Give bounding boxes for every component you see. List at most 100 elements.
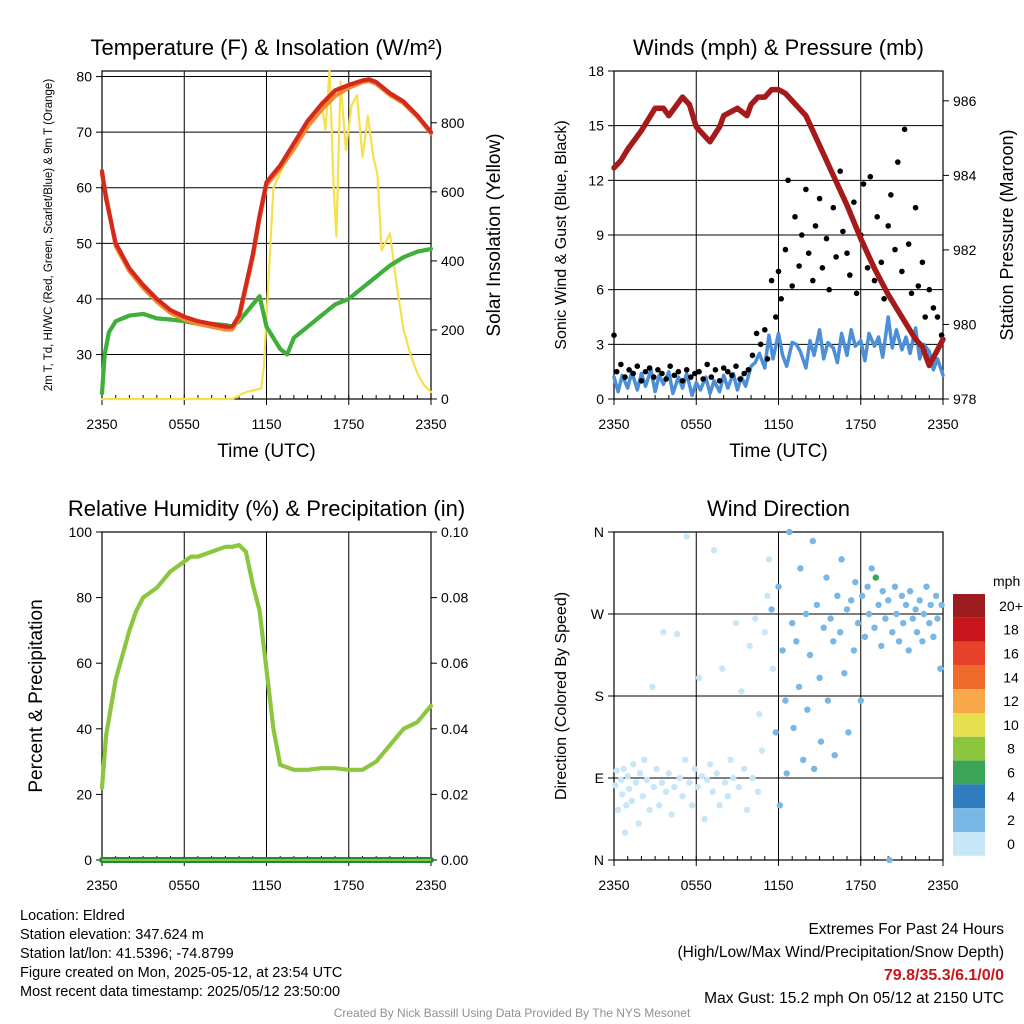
gust-point: [611, 332, 617, 339]
colorbar-label: 16: [1003, 646, 1019, 662]
x-tick-label: 1750: [333, 416, 364, 432]
colorbar-label: 18: [1003, 622, 1019, 638]
direction-point: [841, 670, 848, 677]
y-tick-label: N: [594, 852, 604, 868]
y-tick-label: W: [591, 606, 605, 622]
y-tick-label: 50: [76, 235, 92, 251]
direction-point: [701, 815, 708, 823]
gust-point: [878, 259, 885, 266]
gust-point: [634, 363, 641, 370]
direction-point: [656, 802, 663, 809]
y-tick-label: 6: [596, 282, 604, 298]
y-tick-label: 60: [76, 655, 92, 671]
direction-point: [682, 756, 689, 763]
gust-point: [712, 367, 719, 373]
gust-point: [816, 195, 823, 202]
direction-point: [738, 688, 745, 695]
extremes-title: Extremes For Past 24 Hours: [808, 921, 1004, 938]
direction-point: [764, 592, 771, 599]
direction-point: [619, 791, 626, 798]
gust-point: [638, 378, 645, 384]
direction-point: [861, 633, 869, 640]
chart-title: Wind Direction: [707, 496, 850, 521]
direction-point: [831, 752, 838, 759]
direction-point: [786, 528, 793, 536]
direction-point: [649, 683, 656, 691]
direction-point: [782, 697, 789, 704]
direction-point: [885, 597, 892, 604]
y-tick-label: 60: [76, 180, 92, 196]
panel-winds: 2350 0550 1150 1750 2350 Winds (mph) & Pressu…: [553, 35, 1017, 462]
direction-point: [683, 533, 690, 540]
x-tick-label: 2350: [86, 416, 117, 432]
y-right-tick-label: 982: [953, 242, 977, 258]
colorbar-label: 8: [1007, 741, 1015, 757]
panel-humidity: 2350 0550 1150 1750 2350 Relative Humidity (%…: [26, 496, 468, 893]
y-right-tick-label: 200: [441, 322, 465, 338]
direction-point: [688, 802, 696, 809]
y-tick-label: 100: [69, 524, 93, 540]
gust-point: [753, 330, 760, 337]
gust-point: [871, 277, 878, 284]
direction-point: [817, 738, 825, 745]
gust-point: [729, 372, 735, 379]
direction-point: [871, 624, 878, 631]
y-right-tick-label: 800: [441, 115, 465, 131]
direction-point: [635, 820, 642, 827]
y-right-tick-label: 986: [953, 93, 977, 109]
colorbar-swatch: [953, 784, 985, 809]
gust-point: [805, 250, 812, 256]
gust-point: [888, 192, 894, 198]
gust-point: [851, 199, 857, 205]
gust-point: [810, 277, 816, 284]
direction-point: [621, 829, 629, 836]
gust-point: [844, 250, 850, 256]
gust-point: [853, 290, 860, 297]
figure-created: Figure created on Mon, 2025-05-12, at 23…: [20, 965, 343, 981]
x-tick-label: 1150: [763, 877, 793, 893]
gust-point: [908, 290, 915, 297]
direction-point: [806, 651, 814, 659]
gust-point: [864, 265, 871, 271]
y-right-tick-label: 980: [953, 316, 977, 332]
direction-point: [850, 647, 858, 654]
gust-point: [741, 370, 747, 377]
colorbar-label: 2: [1007, 812, 1015, 828]
gust-point: [642, 368, 649, 375]
direction-point: [824, 697, 832, 704]
gust-point: [847, 272, 853, 278]
station-elevation: Station elevation: 347.624 m: [20, 927, 204, 943]
direction-point: [868, 565, 875, 572]
direction-point: [926, 619, 933, 627]
gust-point: [659, 370, 665, 377]
gust-point: [675, 368, 682, 375]
series-line-relative-humidity: [99, 542, 434, 790]
y-axis-label: Direction (Colored By Speed): [553, 592, 570, 800]
direction-point: [623, 802, 630, 809]
x-tick-label: 1150: [763, 416, 793, 432]
colorbar-title: mph: [993, 573, 1020, 589]
gust-point: [789, 283, 795, 289]
direction-point: [804, 706, 811, 713]
direction-point: [772, 729, 779, 736]
colorbar-label: 6: [1007, 765, 1015, 781]
direction-point: [820, 624, 827, 631]
x-tick-label: 1750: [845, 877, 876, 893]
gust-point: [803, 186, 809, 193]
direction-point: [793, 638, 800, 645]
direction-point: [613, 767, 620, 774]
direction-point: [932, 592, 940, 599]
y-tick-label: 80: [76, 69, 92, 85]
y-right-tick-label: 0: [441, 391, 449, 407]
gust-point: [720, 365, 727, 371]
gust-point: [792, 214, 798, 220]
direction-point: [752, 615, 759, 622]
direction-point: [625, 785, 633, 793]
colorbar-swatch: [953, 832, 985, 856]
direction-point: [783, 770, 790, 777]
direction-point: [673, 630, 681, 638]
direction-point: [743, 806, 751, 814]
direction-point: [695, 674, 703, 681]
y-tick-label: 30: [76, 347, 92, 363]
direction-point: [827, 615, 834, 622]
